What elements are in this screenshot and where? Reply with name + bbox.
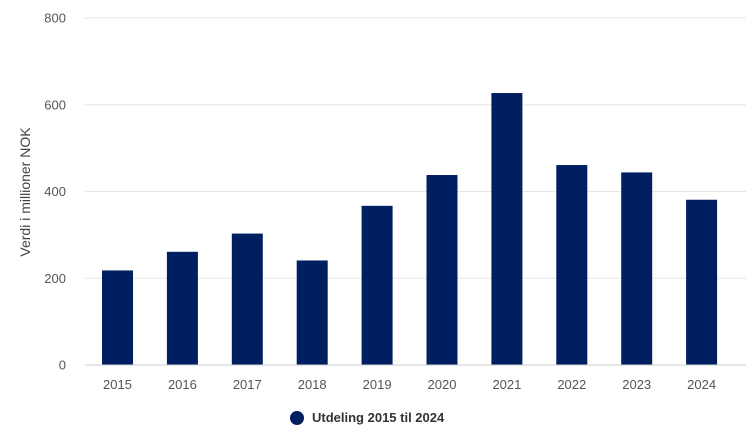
bar-2015[interactable]	[102, 270, 133, 365]
y-tick-label: 600	[44, 97, 66, 112]
x-tick-label: 2023	[622, 377, 651, 392]
legend-swatch	[290, 410, 304, 425]
legend-label: Utdeling 2015 til 2024	[312, 410, 445, 425]
bar-2019[interactable]	[361, 205, 393, 365]
bar-2018[interactable]	[296, 260, 328, 365]
legend[interactable]: Utdeling 2015 til 2024	[290, 410, 444, 425]
y-tick-label: 400	[44, 184, 66, 199]
bar-2024[interactable]	[686, 199, 718, 365]
y-tick-label: 0	[59, 358, 66, 373]
x-tick-label: 2016	[168, 377, 197, 392]
bar-2021[interactable]	[491, 93, 523, 365]
y-axis-title: Verdi i millioner NOK	[17, 127, 33, 257]
bar-2020[interactable]	[426, 175, 458, 365]
x-tick-label: 2022	[557, 377, 586, 392]
x-axis-ticks: 2015 2016 2017 2018 2019 2020 2021 2022 2023 2024	[103, 377, 716, 392]
y-axis-ticks: 0 200 400 600 800	[44, 11, 66, 373]
x-tick-label: 2018	[298, 377, 327, 392]
y-tick-label: 200	[44, 271, 66, 286]
x-tick-label: 2017	[233, 377, 262, 392]
x-tick-label: 2021	[492, 377, 521, 392]
x-tick-label: 2019	[363, 377, 392, 392]
x-tick-label: 2020	[428, 377, 457, 392]
x-tick-label: 2015	[103, 377, 132, 392]
x-tick-label: 2024	[687, 377, 716, 392]
bar-2022[interactable]	[556, 165, 588, 365]
bar-2017[interactable]	[231, 233, 263, 365]
y-tick-label: 800	[44, 11, 66, 26]
bar-2023[interactable]	[621, 172, 653, 365]
bar-2016[interactable]	[166, 251, 198, 365]
bars	[102, 93, 718, 365]
